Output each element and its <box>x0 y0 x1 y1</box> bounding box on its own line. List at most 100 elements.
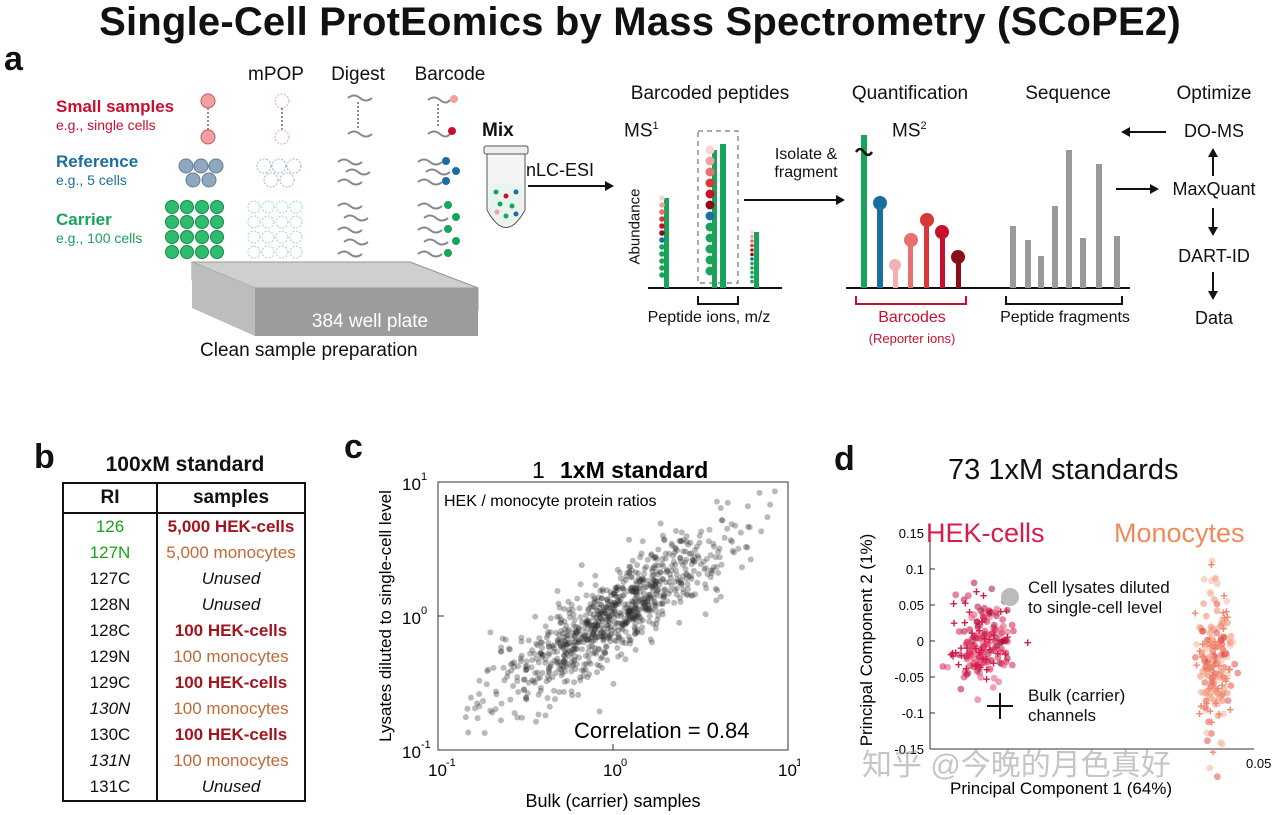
pca-point <box>1216 642 1223 650</box>
scatter-point <box>579 667 585 674</box>
scatter-point <box>591 626 598 633</box>
pca-point <box>1214 689 1222 697</box>
pca-carrier-point: + <box>949 645 957 660</box>
scatter-point <box>570 621 577 628</box>
scatter-point <box>632 631 639 638</box>
mix-label: Mix <box>482 120 514 141</box>
ms1-peak-left-ion <box>659 272 665 278</box>
scatter-point <box>643 563 650 570</box>
pca-point <box>1201 657 1208 664</box>
scatter-point <box>568 688 575 695</box>
carrier-cell-lysed <box>275 215 289 229</box>
scatter-point <box>627 563 633 570</box>
hek-cells-label: HEK-cells <box>926 518 1045 548</box>
pca-carrier-point: + <box>972 641 980 656</box>
scatter-point <box>635 570 642 577</box>
scatter-point <box>735 545 742 552</box>
scatter-points <box>462 488 778 736</box>
scatter-point <box>487 629 494 636</box>
y-tick-label: -0.15 <box>894 742 924 757</box>
scatter-point <box>591 626 598 633</box>
scatter-point <box>571 639 578 646</box>
scatter-point <box>590 629 597 636</box>
pca-point <box>973 667 981 675</box>
y-tick-exponent: 0 <box>421 605 427 617</box>
scatter-point <box>556 632 563 638</box>
pca-carrier-point: + <box>1220 588 1228 603</box>
scatter-point <box>594 624 601 630</box>
scatter-point <box>592 636 599 643</box>
scatter-point <box>564 635 570 642</box>
scatter-point <box>567 614 573 621</box>
scatter-point <box>632 646 639 653</box>
figure-title: Single-Cell ProtEomics by Mass Spectrome… <box>99 0 1181 44</box>
carrier-label: Carrier <box>56 210 112 229</box>
pca-carrier-point: + <box>1224 610 1232 625</box>
reference-sub: e.g., 5 cells <box>56 172 127 188</box>
scatter-point <box>583 592 590 599</box>
scatter-point <box>569 606 576 613</box>
scatter-point <box>525 637 532 644</box>
ri-cell: 128C <box>62 618 158 644</box>
scatter-point <box>694 543 700 550</box>
scatter-point <box>637 597 643 603</box>
scatter-point <box>599 608 606 615</box>
scatter-point <box>661 587 668 594</box>
scatter-point <box>599 618 606 624</box>
scatter-point <box>603 622 610 629</box>
pca-point <box>976 653 983 661</box>
ms1-peak-left-ion <box>659 202 665 208</box>
scatter-point <box>506 646 513 653</box>
scatter-point <box>648 607 654 614</box>
scatter-point <box>623 573 630 580</box>
scatter-point <box>583 661 590 668</box>
scatter-point <box>612 584 619 591</box>
scatter-point <box>518 652 525 659</box>
scatter-point <box>652 562 659 569</box>
barcoded-peptides-header: Barcoded peptides <box>630 83 790 104</box>
ms1-peak-right-ion <box>750 239 754 243</box>
scatter-point <box>659 608 665 615</box>
pca-point <box>1212 575 1219 582</box>
small-sample-cells <box>200 93 458 145</box>
scatter-point <box>629 600 636 607</box>
scatter-point <box>621 615 628 622</box>
scatter-point <box>515 689 522 695</box>
ms1-peak-center-ion <box>705 266 715 276</box>
scatter-point <box>606 619 613 626</box>
row-small-samples: Small samples e.g., single cells <box>56 97 174 133</box>
carrier-barcode <box>444 225 452 233</box>
scatter-point <box>577 677 584 684</box>
pca-point <box>1003 654 1011 662</box>
carrier-cell-lysed <box>289 230 303 244</box>
y-tick-label: -0.1 <box>902 706 924 721</box>
scatter-point <box>703 556 710 562</box>
scatter-point <box>554 588 561 594</box>
scatter-point <box>599 616 606 623</box>
scatter-point <box>688 550 695 557</box>
pca-carrier-point: + <box>986 632 994 647</box>
scatter-point <box>613 585 620 591</box>
scatter-point <box>520 676 527 683</box>
pca-carrier-point: + <box>1002 647 1010 662</box>
scatter-point <box>578 562 585 569</box>
scatter-point <box>660 563 666 570</box>
scatter-point <box>581 661 588 668</box>
scatter-point <box>490 664 497 671</box>
scatter-point <box>650 564 657 571</box>
scatter-point <box>562 659 569 666</box>
scatter-point <box>707 552 714 559</box>
scatter-point <box>585 607 592 613</box>
scatter-point <box>564 661 571 667</box>
scatter-point <box>638 595 645 602</box>
scatter-point <box>474 700 481 707</box>
scatter-point <box>599 611 606 618</box>
ri-cell: 128N <box>62 592 158 618</box>
carrier-cell-lysed <box>261 245 275 259</box>
scatter-point <box>687 539 694 546</box>
scatter-point <box>654 562 661 569</box>
scatter-point <box>634 591 641 598</box>
scatter-point <box>582 632 588 639</box>
scatter-point <box>562 639 569 646</box>
ri-cell: 127N <box>62 540 158 566</box>
